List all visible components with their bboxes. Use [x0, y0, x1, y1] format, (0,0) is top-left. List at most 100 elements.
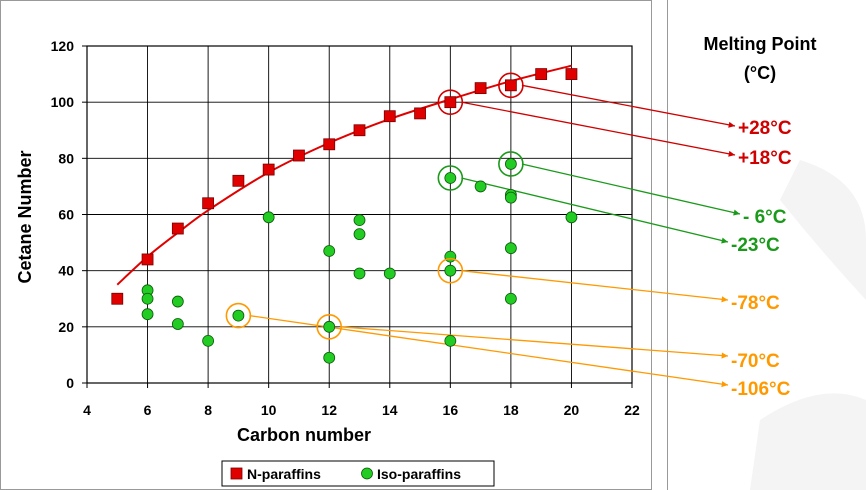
legend-circle-marker — [361, 467, 373, 480]
iso-paraffin-point — [232, 309, 245, 322]
axis-ticks: 4 6 8 10 12 14 16 18 20 22 0 20 40 60 80 100 120 — [51, 38, 640, 418]
side-panel-unit: (°C) — [744, 63, 776, 83]
iso-paraffin-point — [202, 334, 215, 347]
x-tick-label: 12 — [321, 402, 337, 418]
annotation-arrow-line — [461, 177, 729, 243]
annotation-highlight-circle — [316, 314, 343, 340]
n-paraffin-point — [111, 292, 124, 305]
iso-paraffin-point — [353, 214, 366, 227]
annotation-arrow-head — [728, 150, 735, 157]
x-tick-label: 6 — [144, 402, 152, 418]
legend-box — [221, 460, 495, 487]
annotation-arrow-line — [521, 163, 741, 215]
annotation-arrow-head — [721, 296, 728, 303]
watermark-shape — [780, 160, 866, 300]
melting-point-labels: +28°C +18°C - 6°C -23°C -78°C -70°C -106°C — [731, 118, 792, 400]
legend-label-iso-paraffins: Iso-paraffins — [377, 466, 461, 482]
annotation-arrow-line — [521, 84, 736, 127]
n-paraffin-point — [383, 110, 396, 123]
melting-point-label: +28°C — [738, 118, 792, 139]
x-tick-label: 14 — [382, 402, 398, 418]
trendline-layer — [116, 64, 572, 286]
melting-point-label: -70°C — [731, 351, 780, 372]
annotation-arrow-line — [340, 326, 729, 357]
annotation-circles — [225, 72, 524, 340]
legend-square-marker — [230, 467, 243, 480]
annotation-highlight-circle — [437, 257, 464, 284]
annotation-highlight-circle — [225, 302, 252, 329]
n-paraffin-point — [293, 149, 305, 162]
n-paraffin-point — [141, 253, 154, 266]
iso-paraffin-point — [171, 318, 184, 330]
annotation-highlight-circle — [437, 89, 464, 115]
annotation-arrow-head — [733, 209, 740, 216]
x-tick-label: 4 — [83, 402, 91, 418]
iso-paraffin-point — [323, 245, 336, 257]
iso-paraffin-point — [323, 351, 336, 364]
n-paraffin-point — [171, 222, 184, 235]
melting-point-label: -106°C — [731, 379, 791, 400]
iso-paraffin-point — [444, 172, 457, 184]
n-paraffin-point — [474, 82, 487, 95]
melting-point-label: +18°C — [738, 148, 792, 169]
n-paraffin-point — [565, 68, 578, 80]
melting-point-label: -78°C — [731, 293, 780, 314]
x-tick-label: 8 — [204, 402, 212, 418]
x-tick-label: 22 — [624, 402, 640, 418]
n-paraffin-point — [232, 174, 245, 187]
iso-paraffin-point — [504, 191, 517, 204]
iso-paraffin-point — [444, 250, 457, 263]
y-tick-label: 40 — [58, 263, 74, 279]
iso-paraffin-point — [171, 295, 184, 308]
y-tick-label: 60 — [58, 207, 74, 223]
y-axis-label: Cetane Number — [15, 150, 35, 283]
watermark-shape — [750, 393, 866, 490]
trendline-n-paraffins — [116, 64, 572, 286]
iso-paraffin-point — [474, 180, 487, 193]
n-paraffin-point — [444, 96, 457, 109]
annotation-highlight-circle — [498, 151, 524, 177]
y-tick-label: 120 — [51, 38, 75, 54]
iso-paraffin-point — [504, 158, 517, 170]
n-paraffin-point — [202, 197, 215, 210]
legend-label-n-paraffins: N-paraffins — [247, 466, 321, 482]
iso-paraffin-point — [383, 267, 396, 280]
iso-paraffin-point — [323, 320, 336, 333]
annotation-highlight-circle — [498, 72, 524, 99]
annotation-arrow-head — [721, 352, 728, 359]
y-tick-label: 80 — [58, 150, 74, 166]
n-paraffin-point — [323, 138, 336, 151]
iso-paraffin-point — [262, 211, 275, 224]
iso-paraffin-point — [444, 264, 457, 277]
iso-paraffin-point — [565, 211, 578, 224]
x-tick-label: 16 — [443, 402, 459, 418]
annotation-highlight-circle — [437, 165, 464, 191]
iso-paraffin-point — [353, 267, 366, 280]
n-paraffin-point — [353, 124, 366, 137]
annotation-arrow-line — [461, 101, 736, 156]
side-panel-title: Melting Point — [704, 34, 817, 54]
melting-point-label: - 6°C — [743, 207, 787, 228]
iso-paraffin-point — [444, 334, 457, 347]
y-tick-label: 20 — [58, 319, 74, 335]
n-paraffin-point — [535, 68, 548, 80]
n-paraffin-point — [414, 107, 426, 120]
n-paraffin-point — [262, 163, 275, 176]
legend: N-paraffins Iso-paraffins — [221, 460, 495, 487]
iso-paraffin-point — [504, 242, 517, 255]
iso-paraffin-point — [504, 292, 517, 305]
annotation-arrow-head — [728, 121, 735, 128]
melting-point-label: -23°C — [731, 235, 780, 256]
annotation-arrow-line — [461, 270, 729, 301]
n-paraffin-point — [504, 79, 517, 92]
x-axis-label: Carbon number — [237, 425, 371, 445]
annotation-lines — [249, 84, 741, 388]
x-tick-label: 18 — [503, 402, 519, 418]
x-tick-label: 20 — [564, 402, 580, 418]
data-markers — [111, 68, 578, 364]
annotation-arrow-head — [721, 381, 728, 388]
annotation-arrow-head — [721, 237, 728, 244]
iso-paraffin-point — [141, 308, 154, 321]
